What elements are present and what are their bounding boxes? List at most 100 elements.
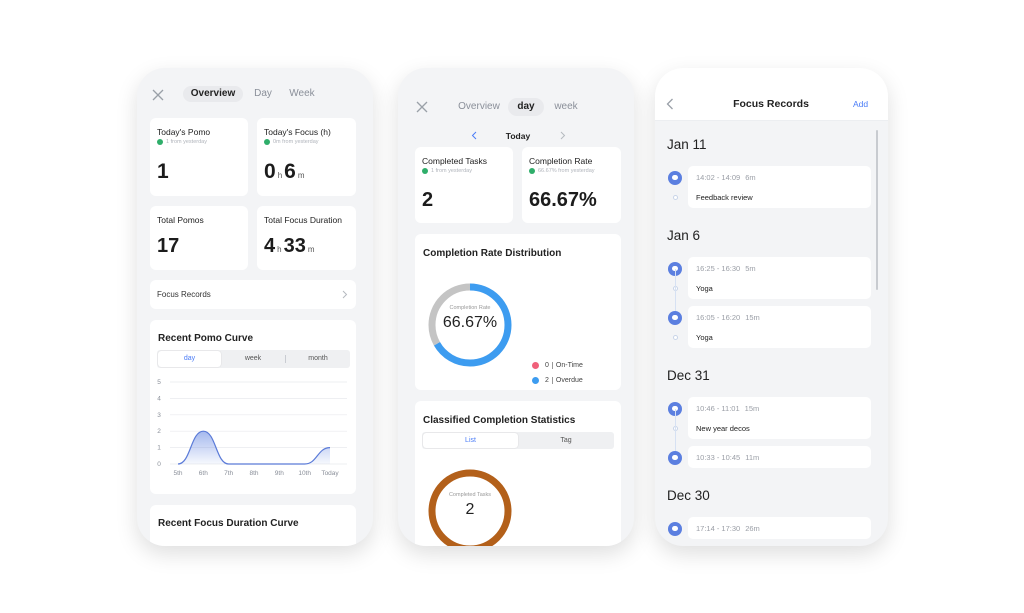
y-tick-label: 4	[157, 395, 161, 402]
prev-day[interactable]	[471, 131, 477, 140]
segment[interactable]: month	[308, 355, 328, 362]
stat-value: 1	[157, 160, 169, 183]
donut-center-value: 2	[465, 501, 475, 518]
records-list: Jan 11 14:02 - 14:09 6m Feedback review Jan …	[655, 68, 888, 546]
x-tick-label: Today	[321, 470, 339, 477]
tab[interactable]: Week	[289, 88, 315, 99]
stat-value: 4 h 33 m	[264, 235, 317, 258]
chevron	[342, 290, 348, 299]
tab[interactable]: Day	[254, 88, 272, 99]
separator	[285, 355, 286, 363]
x-tick-label: 10th	[298, 470, 311, 477]
change-text: 1 from yesterday	[166, 139, 207, 145]
donut-center-value: 66.67%	[442, 314, 498, 331]
change-text: 66.67% from yesterday	[538, 168, 595, 174]
stat-card: Total Pomos 17	[150, 206, 248, 270]
stat-title: Today's Pomo	[157, 127, 211, 137]
row-label: Focus Records	[157, 290, 211, 299]
record-card[interactable]: 17:14 - 17:30 26m	[688, 517, 871, 539]
up-icon	[422, 168, 428, 174]
stat-title: Total Focus Duration	[264, 215, 342, 225]
record-icon	[668, 522, 682, 536]
stat-value: 2	[422, 189, 434, 211]
record-card[interactable]: 14:02 - 14:09 6m Feedback review	[688, 166, 871, 208]
record-icon	[668, 311, 682, 325]
date-header: Dec 30	[667, 488, 710, 503]
back-icon[interactable]	[666, 98, 674, 110]
duration: 6m	[745, 173, 756, 182]
x-tick-label: 9th	[275, 470, 284, 477]
segment[interactable]: Tag	[560, 437, 572, 444]
record-icon	[668, 451, 682, 465]
stat-title: Today's Focus (h)	[264, 127, 331, 137]
up-icon	[264, 139, 270, 145]
phone-overview: Overview Day Week Today's Pomo 1 from ye…	[137, 68, 373, 546]
record-icon	[668, 171, 682, 185]
stat-value: 17	[157, 235, 180, 257]
date-header: Jan 6	[667, 228, 701, 243]
record-title: Yoga	[696, 284, 713, 293]
phone-day: Overview day week Today Completed Tasks …	[398, 68, 634, 546]
icon-face	[672, 266, 678, 271]
stat-card: Total Focus Duration 4 h 33 m	[257, 206, 356, 270]
section-title: Completion Rate Distribution	[423, 248, 562, 259]
legend-count: 0	[545, 362, 549, 369]
y-tick-label: 2	[157, 428, 161, 435]
record-time: 16:25 - 16:30 5m	[696, 264, 756, 273]
time-range: 17:14 - 17:30	[696, 524, 741, 533]
y-tick-label: 3	[157, 412, 161, 419]
donut-segment	[428, 469, 512, 546]
date-label: Today	[505, 131, 531, 141]
legend-dot	[532, 362, 539, 369]
close-icon[interactable]	[152, 89, 164, 101]
stat-title: Completed Tasks	[422, 156, 488, 166]
x-tick-label: 8th	[249, 470, 258, 477]
stat-card: Completed Tasks 1 from yesterday 2	[415, 147, 513, 223]
tab[interactable]: week	[554, 101, 578, 112]
segment[interactable]: List	[423, 433, 518, 448]
stat-card: Today's Pomo 1 from yesterday 1	[150, 118, 248, 196]
record-card[interactable]: 16:25 - 16:30 5m Yoga	[688, 257, 871, 299]
stat-card: Completion Rate 66.67% from yesterday 66…	[522, 147, 621, 223]
donut-segment	[428, 283, 512, 367]
record-time: 17:14 - 17:30 26m	[696, 524, 760, 533]
donut-chart	[428, 283, 512, 367]
record-title: Feedback review	[696, 193, 753, 202]
pomo-curve-card: 0 1 2 3 4 5 5th 6th 7th 8th 9th 10th Today Recent Po…	[150, 320, 356, 494]
tab[interactable]: Overview	[458, 101, 500, 112]
record-time: 10:46 - 11:01 15m	[696, 404, 759, 413]
change-text: 1 from yesterday	[431, 168, 472, 174]
time-range: 14:02 - 14:09	[696, 173, 741, 182]
duration: 5m	[745, 264, 756, 273]
minutes: 6	[284, 160, 296, 183]
tab[interactable]: Overview	[183, 86, 243, 102]
close-icon[interactable]	[416, 101, 428, 113]
tab[interactable]: day	[508, 98, 544, 116]
duration: 11m	[745, 453, 760, 462]
icon-face	[672, 526, 678, 531]
time-range: 16:25 - 16:30	[696, 264, 741, 273]
stat-change: 0m from yesterday	[264, 139, 319, 145]
legend-item: 0 On-Time	[532, 361, 583, 370]
icon-face	[672, 406, 678, 411]
record-card[interactable]: 10:33 - 10:45 11m	[688, 446, 871, 468]
phone-focus-records: Focus Records Add Jan 11 14:02 - 14:09 6m F…	[655, 68, 888, 546]
record-card[interactable]: 10:46 - 11:01 15m New year decos	[688, 397, 871, 439]
record-title: Yoga	[696, 333, 713, 342]
record-time: 10:33 - 10:45 11m	[696, 453, 759, 462]
timeline-dot	[672, 195, 678, 200]
separator	[551, 362, 553, 369]
stat-title: Total Pomos	[157, 215, 204, 225]
legend-item: 2 Overdue	[532, 376, 583, 385]
icon-face	[672, 455, 678, 460]
segment[interactable]: day	[158, 351, 221, 367]
record-card[interactable]: 16:05 - 16:20 15m Yoga	[688, 306, 871, 348]
donut-center-label: Completed Tasks	[448, 492, 492, 498]
legend-label: On-Time	[555, 362, 583, 369]
add-button[interactable]: Add	[853, 99, 869, 109]
segment[interactable]: week	[244, 355, 262, 362]
donut-center-label: Completion Rate	[449, 305, 491, 311]
focus-records-row[interactable]: Focus Records	[150, 280, 356, 309]
next-day[interactable]	[560, 131, 566, 140]
